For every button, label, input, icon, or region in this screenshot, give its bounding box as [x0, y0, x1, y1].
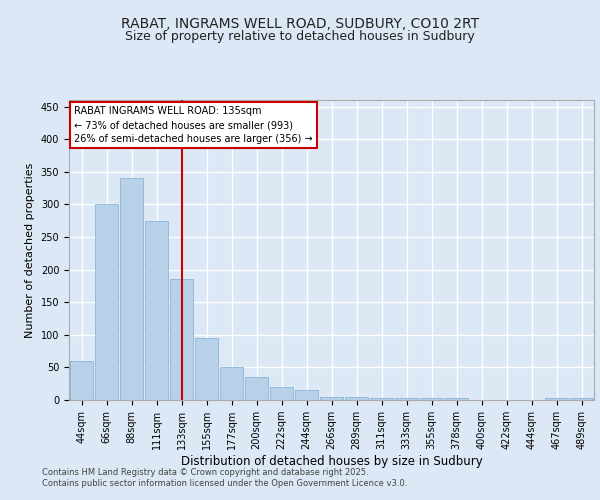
Bar — [70, 361, 93, 400]
Bar — [570, 398, 593, 400]
Bar — [245, 377, 268, 400]
X-axis label: Distribution of detached houses by size in Sudbury: Distribution of detached houses by size … — [181, 455, 482, 468]
Bar — [395, 398, 418, 400]
Bar — [545, 398, 568, 400]
Y-axis label: Number of detached properties: Number of detached properties — [25, 162, 35, 338]
Bar — [270, 387, 293, 400]
Bar — [120, 178, 143, 400]
Text: Contains public sector information licensed under the Open Government Licence v3: Contains public sector information licen… — [42, 479, 407, 488]
Bar — [95, 204, 118, 400]
Text: Size of property relative to detached houses in Sudbury: Size of property relative to detached ho… — [125, 30, 475, 43]
Text: RABAT INGRAMS WELL ROAD: 135sqm
← 73% of detached houses are smaller (993)
26% o: RABAT INGRAMS WELL ROAD: 135sqm ← 73% of… — [74, 106, 313, 144]
Bar — [145, 220, 168, 400]
Bar — [320, 396, 343, 400]
Text: RABAT, INGRAMS WELL ROAD, SUDBURY, CO10 2RT: RABAT, INGRAMS WELL ROAD, SUDBURY, CO10 … — [121, 18, 479, 32]
Bar — [370, 398, 393, 400]
Text: Contains HM Land Registry data © Crown copyright and database right 2025.: Contains HM Land Registry data © Crown c… — [42, 468, 368, 477]
Bar — [220, 368, 243, 400]
Bar — [295, 390, 318, 400]
Bar — [445, 398, 468, 400]
Bar — [345, 396, 368, 400]
Bar — [195, 338, 218, 400]
Bar — [170, 280, 193, 400]
Bar — [420, 398, 443, 400]
